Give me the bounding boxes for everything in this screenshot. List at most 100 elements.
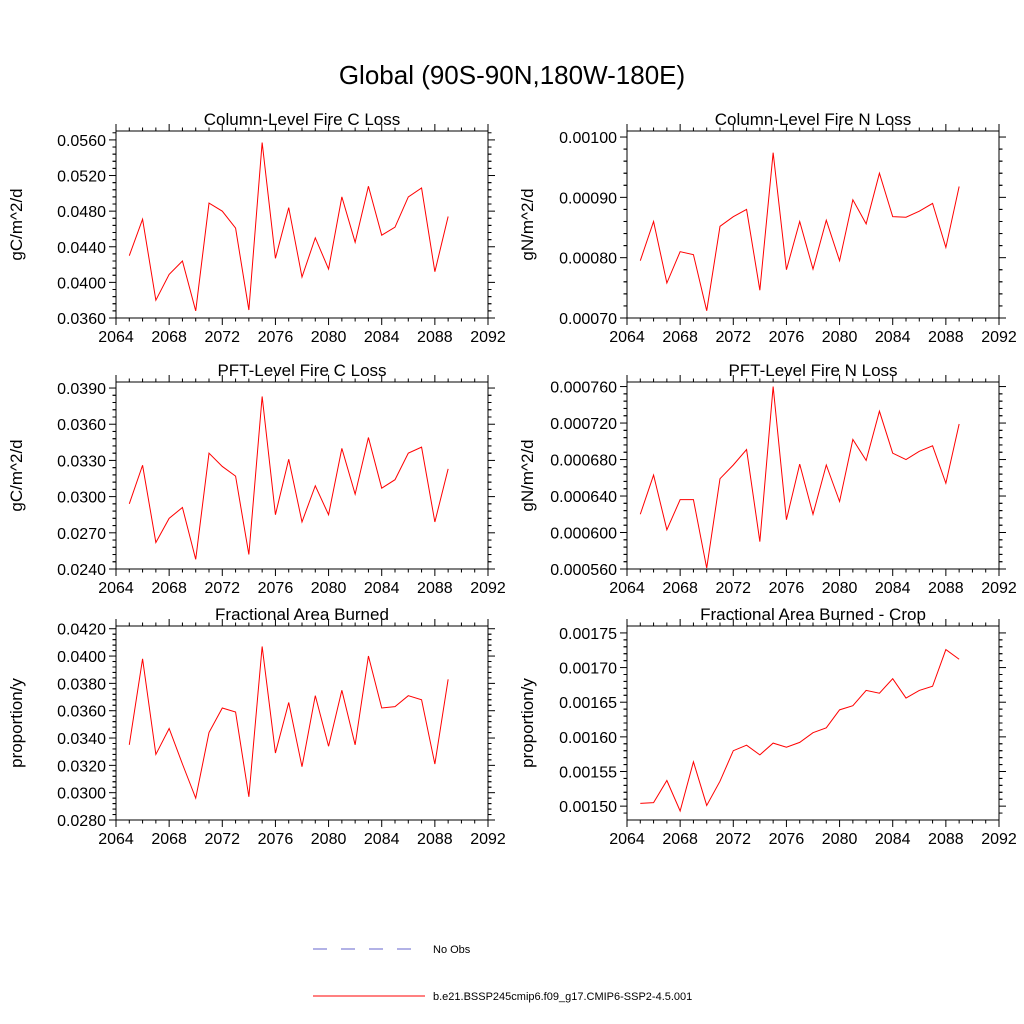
panel-column-level-fire-n-loss-ytick-label: 0.00090 [559, 190, 617, 207]
panel-pft-level-fire-c-loss-xtick-label: 2068 [151, 580, 187, 597]
panel-pft-level-fire-n-loss-xtick-label: 2088 [928, 580, 964, 597]
panel-pft-level-fire-c-loss-ytick-label: 0.0360 [57, 417, 106, 434]
panel-column-level-fire-c-loss-xtick-label: 2092 [470, 329, 506, 346]
panel-fractional-area-burned-xtick-label: 2084 [364, 831, 400, 848]
panel-pft-level-fire-n-loss-ytick-label: 0.000680 [550, 453, 617, 470]
panel-column-level-fire-n-loss-ytick-label: 0.00080 [559, 251, 617, 268]
panel-pft-level-fire-n-loss-series-line [639, 386, 960, 569]
panel-column-level-fire-c-loss: Column-Level Fire C Loss gC/m^2/d 2064 2068… [7, 110, 506, 346]
panel-fractional-area-burned-ytick-label: 0.0420 [57, 622, 106, 639]
panel-column-level-fire-c-loss-xtick-label: 2076 [258, 329, 294, 346]
panel-fractional-area-burned-ytick-label: 0.0280 [57, 813, 106, 830]
panel-pft-level-fire-n-loss-xtick-label: 2084 [875, 580, 911, 597]
panel-column-level-fire-n-loss-xtick-label: 2092 [981, 329, 1017, 346]
panel-fractional-area-burned-crop-ylabel: proportion/y [518, 678, 537, 768]
panel-fractional-area-burned-crop-ytick-label: 0.00150 [559, 799, 617, 816]
panel-fractional-area-burned-crop-xtick-label: 2072 [715, 831, 751, 848]
panel-fractional-area-burned: Fractional Area Burned proportion/y 2064 20… [7, 605, 506, 848]
panel-pft-level-fire-n-loss-xtick-label: 2080 [822, 580, 858, 597]
panel-fractional-area-burned-xtick-label: 2064 [98, 831, 134, 848]
panel-fractional-area-burned-crop-xtick-label: 2064 [609, 831, 645, 848]
legend-label-model: b.e21.BSSP245cmip6.f09_g17.CMIP6-SSP2-4.… [433, 991, 692, 1003]
panel-pft-level-fire-c-loss-series-line [128, 396, 449, 560]
panel-column-level-fire-c-loss-xtick-label: 2088 [417, 329, 453, 346]
panel-column-level-fire-c-loss-title: Column-Level Fire C Loss [204, 110, 401, 129]
panel-column-level-fire-c-loss-xtick-label: 2084 [364, 329, 400, 346]
panel-column-level-fire-n-loss-ytick-label: 0.00100 [559, 130, 617, 147]
panel-column-level-fire-c-loss-ytick-label: 0.0400 [57, 275, 106, 292]
panel-pft-level-fire-c-loss-ytick-label: 0.0270 [57, 526, 106, 543]
panel-pft-level-fire-n-loss-ylabel: gN/m^2/d [518, 439, 537, 511]
panel-pft-level-fire-n-loss-title: PFT-Level Fire N Loss [728, 361, 897, 380]
panel-pft-level-fire-c-loss-ytick-label: 0.0390 [57, 381, 106, 398]
panel-column-level-fire-c-loss-ytick-label: 0.0480 [57, 204, 106, 221]
panel-column-level-fire-c-loss-xtick-label: 2068 [151, 329, 187, 346]
panel-pft-level-fire-c-loss-ytick-label: 0.0330 [57, 453, 106, 470]
panel-fractional-area-burned-crop-ytick-label: 0.00165 [559, 695, 617, 712]
panel-fractional-area-burned-crop-ytick-label: 0.00170 [559, 661, 617, 678]
panel-pft-level-fire-c-loss-xtick-label: 2072 [204, 580, 240, 597]
panel-column-level-fire-c-loss-ytick-label: 0.0360 [57, 311, 106, 328]
panel-fractional-area-burned-xtick-label: 2068 [151, 831, 187, 848]
panel-pft-level-fire-c-loss-ytick-label: 0.0300 [57, 490, 106, 507]
panel-fractional-area-burned-crop: Fractional Area Burned - Crop proportion/… [518, 605, 1017, 848]
panel-pft-level-fire-n-loss-xtick-label: 2092 [981, 580, 1017, 597]
panel-pft-level-fire-n-loss: PFT-Level Fire N Loss gN/m^2/d 2064 2068 207… [518, 361, 1017, 597]
panel-pft-level-fire-c-loss-xtick-label: 2076 [258, 580, 294, 597]
panel-column-level-fire-c-loss-xtick-label: 2072 [204, 329, 240, 346]
panel-pft-level-fire-c-loss-title: PFT-Level Fire C Loss [217, 361, 386, 380]
panel-fractional-area-burned-crop-xtick-label: 2080 [822, 831, 858, 848]
panel-fractional-area-burned-ytick-label: 0.0400 [57, 649, 106, 666]
panel-fractional-area-burned-crop-xtick-label: 2068 [662, 831, 698, 848]
panel-fractional-area-burned-crop-xtick-label: 2088 [928, 831, 964, 848]
panel-column-level-fire-c-loss-series-line [128, 142, 449, 312]
panel-pft-level-fire-n-loss-ytick-label: 0.000640 [550, 489, 617, 506]
panel-fractional-area-burned-crop-ytick-label: 0.00175 [559, 626, 617, 643]
panel-pft-level-fire-c-loss-xtick-label: 2080 [311, 580, 347, 597]
panel-pft-level-fire-c-loss-xtick-label: 2092 [470, 580, 506, 597]
panel-pft-level-fire-n-loss-xtick-label: 2072 [715, 580, 751, 597]
panel-fractional-area-burned-ylabel: proportion/y [7, 678, 26, 768]
panel-column-level-fire-n-loss-xtick-label: 2072 [715, 329, 751, 346]
panel-column-level-fire-c-loss-xtick-label: 2080 [311, 329, 347, 346]
panel-fractional-area-burned-crop-xtick-label: 2092 [981, 831, 1017, 848]
panel-column-level-fire-n-loss: Column-Level Fire N Loss gN/m^2/d 2064 2068… [518, 110, 1017, 346]
panel-column-level-fire-n-loss-xtick-label: 2080 [822, 329, 858, 346]
panel-column-level-fire-n-loss-title: Column-Level Fire N Loss [715, 110, 912, 129]
panel-fractional-area-burned-xtick-label: 2092 [470, 831, 506, 848]
panel-column-level-fire-c-loss-frame [115, 130, 489, 319]
panel-pft-level-fire-n-loss-ytick-label: 0.000760 [550, 380, 617, 397]
panel-column-level-fire-n-loss-series-line [639, 152, 960, 311]
panel-fractional-area-burned-ytick-label: 0.0340 [57, 731, 106, 748]
legend: No Obs b.e21.BSSP245cmip6.f09_g17.CMIP6-… [313, 944, 692, 1003]
panel-fractional-area-burned-crop-ytick-label: 0.00155 [559, 765, 617, 782]
panel-fractional-area-burned-xtick-label: 2076 [258, 831, 294, 848]
panel-fractional-area-burned-xtick-label: 2088 [417, 831, 453, 848]
figure-title: Global (90S-90N,180W-180E) [339, 60, 685, 90]
panel-column-level-fire-n-loss-xtick-label: 2088 [928, 329, 964, 346]
panel-pft-level-fire-c-loss-ytick-label: 0.0240 [57, 562, 106, 579]
panel-fractional-area-burned-title: Fractional Area Burned [215, 605, 389, 624]
panel-column-level-fire-c-loss-ytick-label: 0.0520 [57, 169, 106, 186]
panel-pft-level-fire-c-loss-frame [115, 381, 489, 570]
panel-column-level-fire-c-loss-xtick-label: 2064 [98, 329, 134, 346]
panel-fractional-area-burned-ytick-label: 0.0320 [57, 758, 106, 775]
panel-column-level-fire-c-loss-ytick-label: 0.0440 [57, 240, 106, 257]
panel-pft-level-fire-n-loss-xtick-label: 2064 [609, 580, 645, 597]
panel-pft-level-fire-c-loss-xtick-label: 2084 [364, 580, 400, 597]
panel-fractional-area-burned-ytick-label: 0.0380 [57, 676, 106, 693]
panel-fractional-area-burned-crop-frame [626, 625, 1000, 821]
panel-fractional-area-burned-xtick-label: 2072 [204, 831, 240, 848]
panel-pft-level-fire-c-loss: PFT-Level Fire C Loss gC/m^2/d 2064 2068 207… [7, 361, 506, 597]
panel-fractional-area-burned-ytick-label: 0.0360 [57, 704, 106, 721]
panels: Column-Level Fire C Loss gC/m^2/d 2064 2068… [7, 110, 1017, 848]
panel-fractional-area-burned-crop-xtick-label: 2076 [769, 831, 805, 848]
panel-fractional-area-burned-crop-ytick-label: 0.00160 [559, 730, 617, 747]
panel-pft-level-fire-n-loss-ytick-label: 0.000560 [550, 562, 617, 579]
legend-label-no-obs: No Obs [433, 944, 471, 956]
panel-column-level-fire-n-loss-xtick-label: 2064 [609, 329, 645, 346]
panel-column-level-fire-n-loss-frame [626, 130, 1000, 319]
panel-fractional-area-burned-crop-title: Fractional Area Burned - Crop [700, 605, 926, 624]
panel-pft-level-fire-n-loss-xtick-label: 2068 [662, 580, 698, 597]
